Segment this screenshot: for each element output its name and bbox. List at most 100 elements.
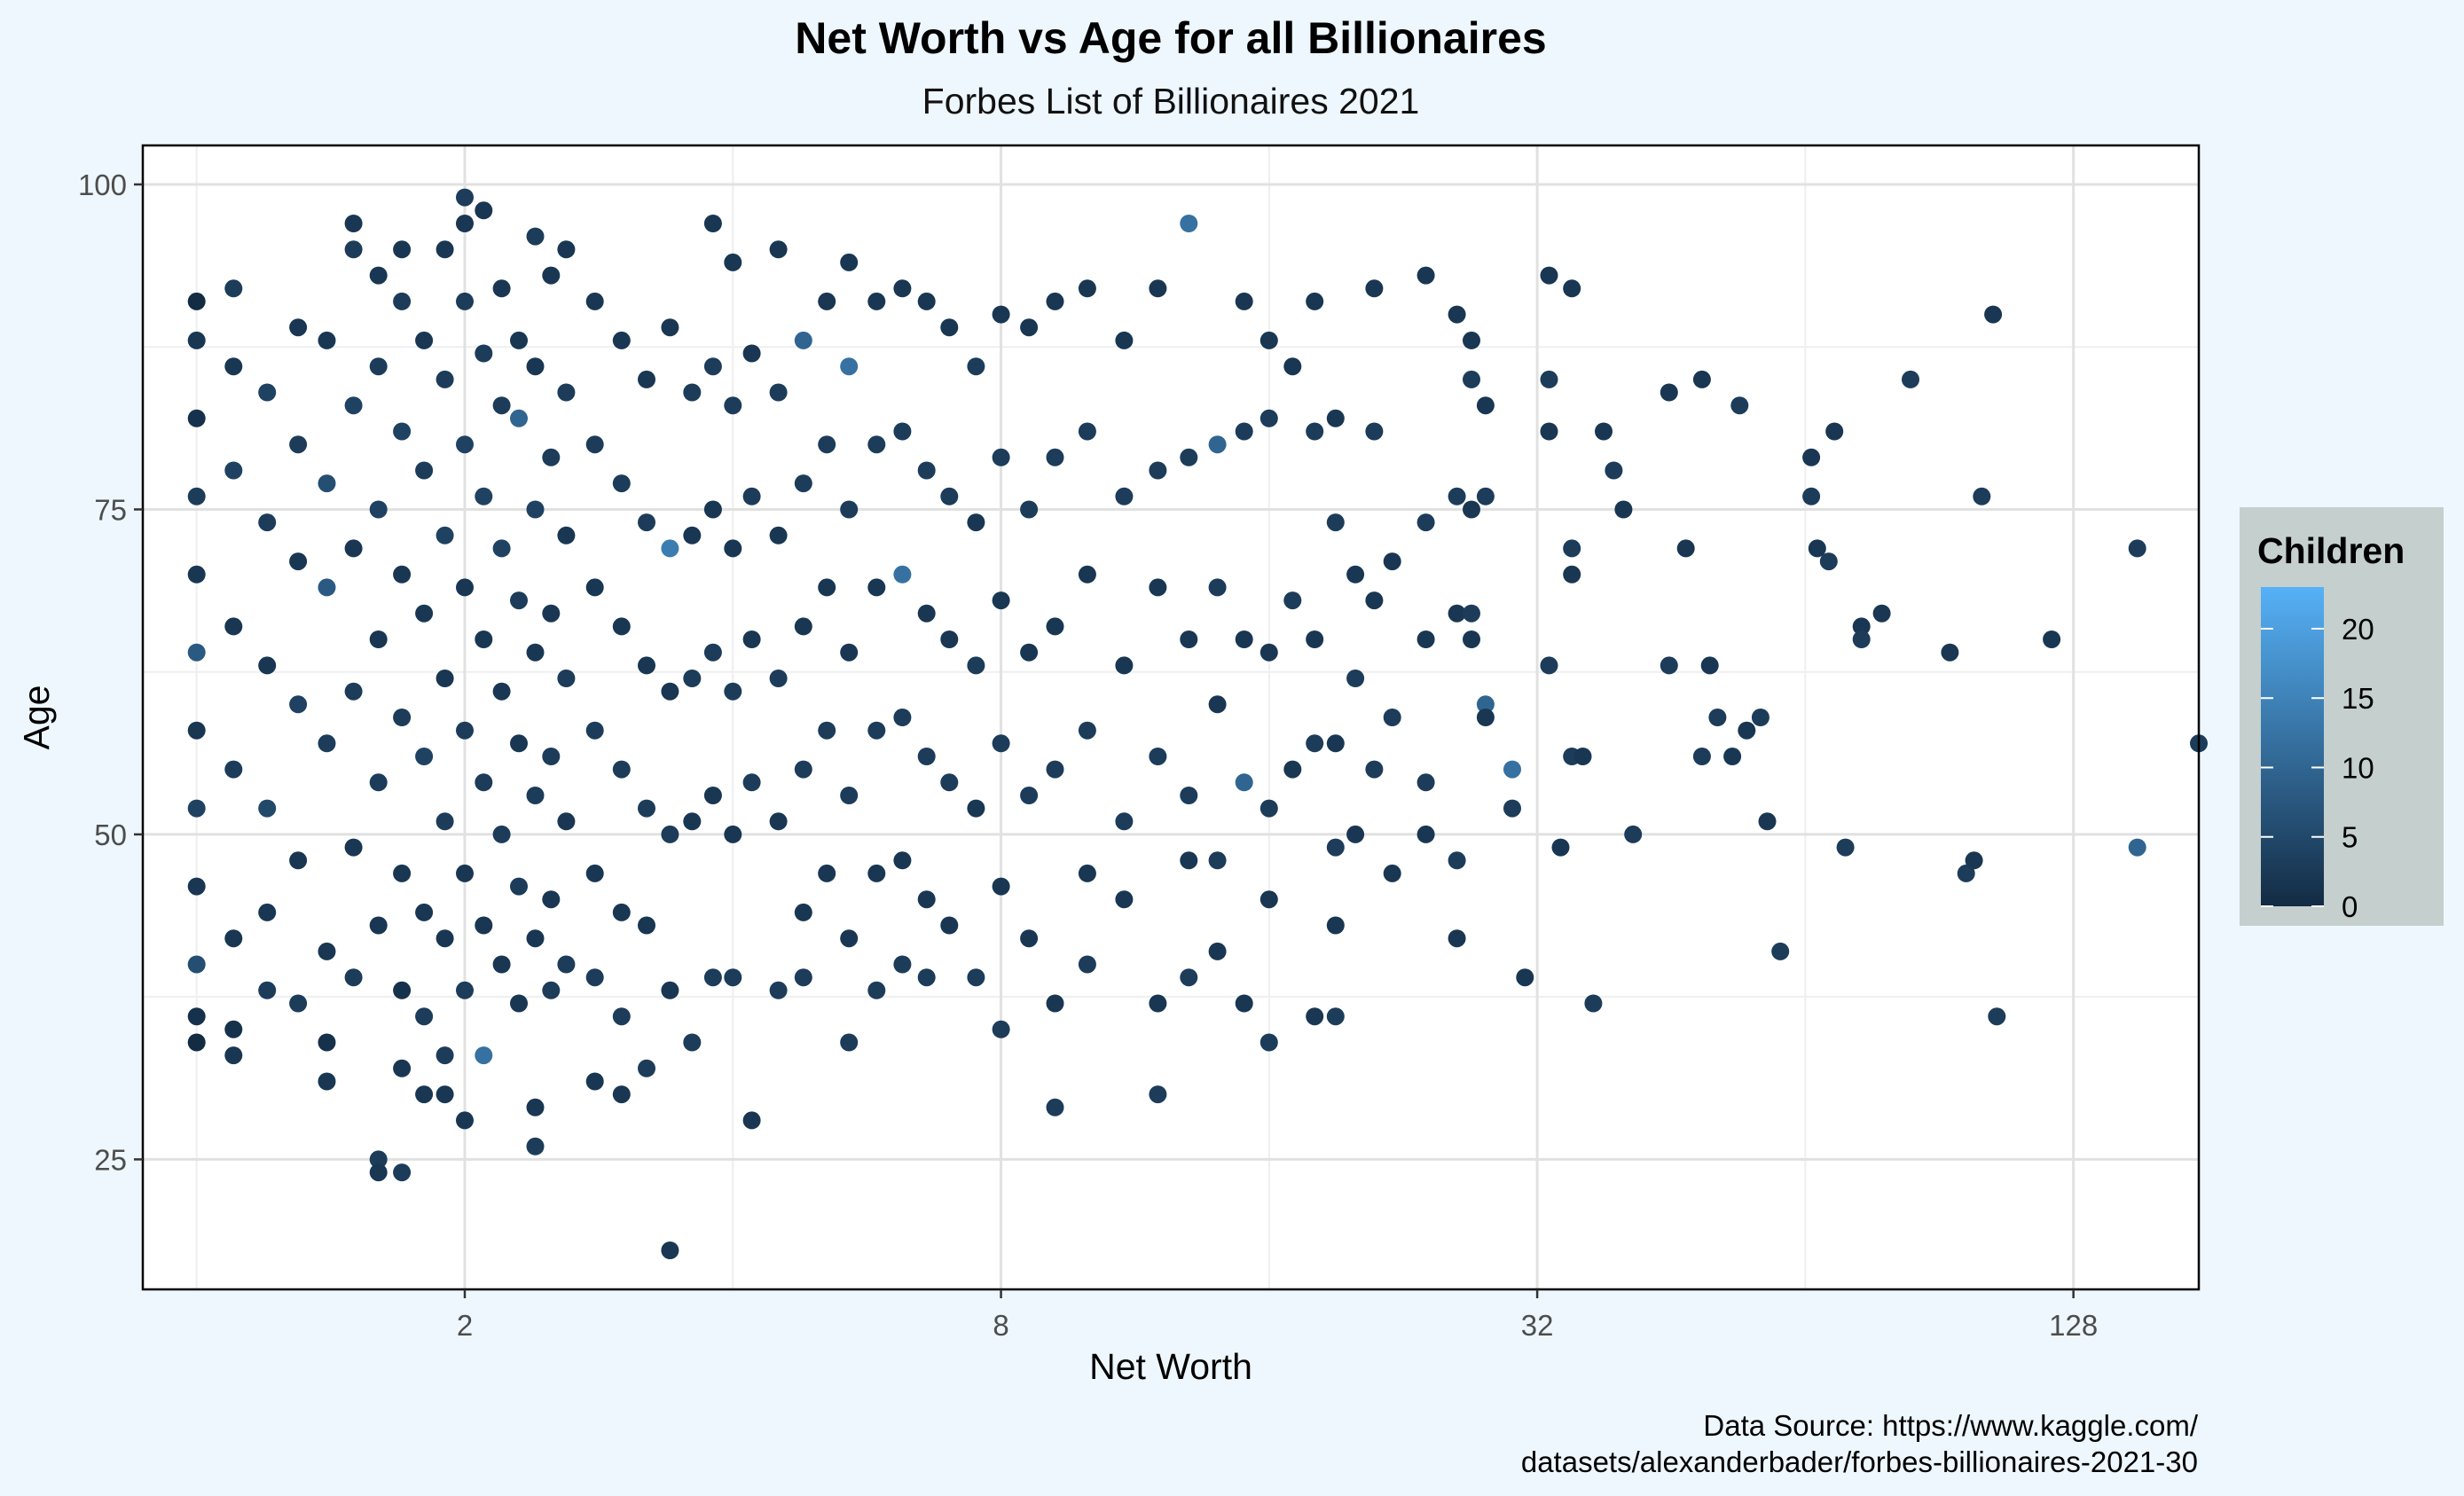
data-point <box>1208 942 1227 960</box>
data-point <box>867 864 886 882</box>
y-tick-label: 50 <box>94 818 127 851</box>
data-point <box>1416 513 1435 532</box>
data-point <box>542 448 561 466</box>
data-point <box>258 656 277 675</box>
data-point <box>475 1046 493 1065</box>
data-point <box>867 578 886 597</box>
data-point <box>542 981 561 999</box>
data-point <box>612 1007 631 1026</box>
data-point <box>794 760 812 779</box>
data-point <box>769 383 788 402</box>
data-point <box>1941 643 1959 662</box>
data-point <box>867 721 886 740</box>
data-point <box>1326 838 1345 857</box>
data-point <box>867 435 886 454</box>
data-point <box>1259 799 1278 818</box>
data-point <box>1448 604 1466 623</box>
data-point <box>318 942 336 960</box>
data-point <box>585 435 604 454</box>
data-point <box>456 721 474 740</box>
data-point <box>769 240 788 259</box>
data-point <box>742 487 761 505</box>
data-point <box>1078 565 1096 584</box>
data-point <box>1476 487 1495 505</box>
legend-tick-label: 0 <box>2342 890 2358 923</box>
data-point <box>1326 916 1345 935</box>
y-tick-label: 75 <box>94 493 127 526</box>
data-point <box>1463 631 1480 648</box>
data-point <box>344 396 363 415</box>
data-point <box>224 929 243 948</box>
data-point <box>258 981 277 999</box>
data-point <box>318 578 336 597</box>
data-point <box>456 981 474 999</box>
data-point <box>1540 370 1558 388</box>
data-point <box>1902 370 1919 388</box>
data-point <box>393 565 412 584</box>
data-point <box>917 604 936 623</box>
x-tick-label: 128 <box>2049 1309 2098 1342</box>
data-point <box>1046 1098 1064 1116</box>
data-point <box>967 656 985 675</box>
data-point <box>436 526 454 544</box>
data-point <box>742 773 761 792</box>
data-point <box>661 682 679 701</box>
data-point <box>742 344 761 363</box>
data-point <box>187 1033 206 1052</box>
data-point <box>1463 500 1480 519</box>
data-point <box>1078 955 1096 974</box>
data-point <box>1346 565 1365 584</box>
data-point <box>1676 539 1695 558</box>
data-point <box>393 981 412 999</box>
data-point <box>456 435 474 454</box>
data-point <box>415 903 434 921</box>
data-point <box>638 656 655 675</box>
data-point <box>769 670 788 687</box>
data-point <box>612 903 631 921</box>
data-point <box>224 279 243 298</box>
data-point <box>1503 760 1521 779</box>
data-point <box>1046 292 1064 310</box>
caption-line-1: Data Source: https://www.kaggle.com/ <box>1703 1409 2198 1442</box>
data-point <box>224 357 243 376</box>
data-point <box>818 864 836 882</box>
data-point <box>1758 812 1777 831</box>
y-axis-label: Age <box>16 685 57 750</box>
data-point <box>612 760 631 779</box>
data-point <box>1540 266 1558 285</box>
data-point <box>1365 422 1384 441</box>
data-point <box>638 370 655 388</box>
data-point <box>224 1020 243 1038</box>
data-point <box>187 565 206 584</box>
data-point <box>893 851 912 870</box>
data-point <box>940 487 959 505</box>
data-point <box>992 877 1010 896</box>
data-point <box>1020 929 1039 948</box>
plot-border <box>141 144 2201 1291</box>
data-point <box>289 695 308 714</box>
data-point <box>475 487 493 505</box>
data-point <box>840 787 859 804</box>
data-point <box>187 643 206 662</box>
data-point <box>369 916 388 935</box>
y-axis-ticks: 25 50 75 100 <box>78 168 143 1176</box>
data-point <box>585 721 604 740</box>
y-tick-label: 100 <box>78 168 127 201</box>
data-point <box>415 1007 434 1026</box>
data-point <box>769 812 788 831</box>
data-point <box>1346 825 1365 843</box>
data-point <box>510 331 528 349</box>
data-point <box>1771 942 1790 960</box>
data-point <box>492 955 511 974</box>
data-point <box>683 670 702 687</box>
data-point <box>1208 695 1227 714</box>
data-point <box>475 773 493 792</box>
legend-ticks: 0 5 10 15 20 <box>2261 613 2374 923</box>
data-point <box>436 1046 454 1065</box>
data-point <box>224 760 243 779</box>
data-point <box>510 409 528 427</box>
data-point <box>893 565 912 584</box>
data-point <box>415 331 434 349</box>
data-point <box>661 539 679 558</box>
data-point <box>769 981 788 999</box>
